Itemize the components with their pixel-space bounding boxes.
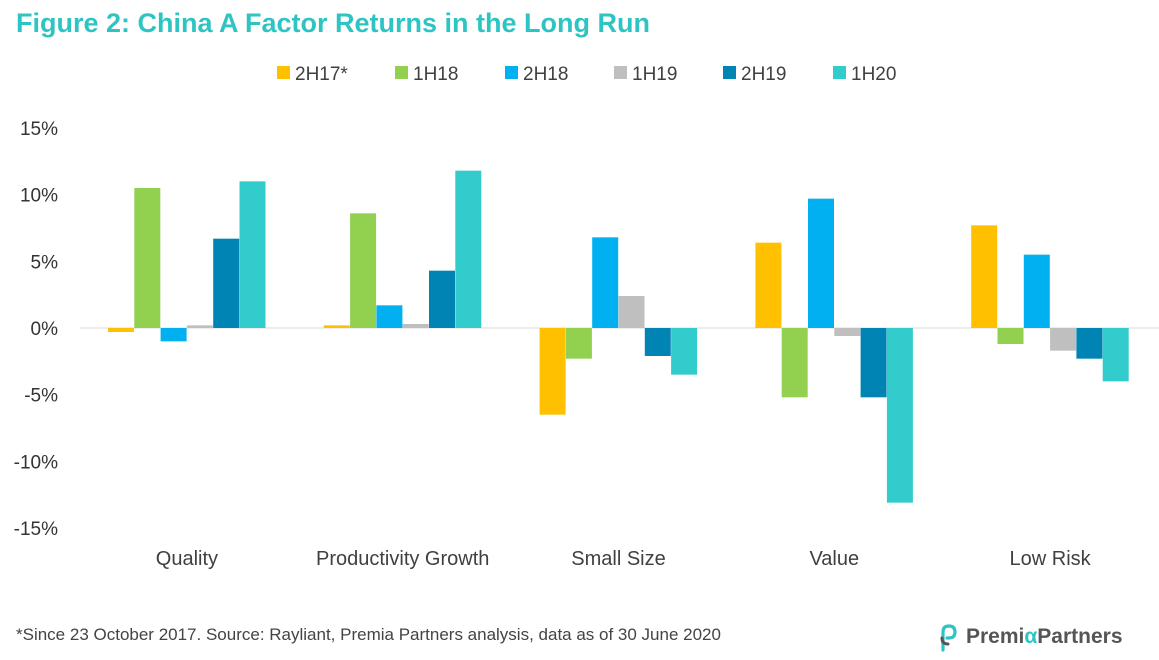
bar-1h19-4 xyxy=(1050,328,1077,351)
legend-label: 2H17* xyxy=(295,64,348,85)
legend: 2H17* 1H18 2H18 1H19 2H19 1H20 xyxy=(277,64,896,85)
category-label: Low Risk xyxy=(1010,548,1092,570)
bar-2h18-2 xyxy=(592,237,619,328)
legend-label: 2H19 xyxy=(741,64,786,85)
legend-swatch xyxy=(505,66,518,79)
y-tick-label: 5% xyxy=(31,252,59,273)
bar-1h20-2 xyxy=(671,328,698,375)
logo-mark-icon xyxy=(940,624,957,652)
bar-1h20-0 xyxy=(239,181,266,328)
bar-2h18-4 xyxy=(1023,254,1050,328)
y-tick-label: -10% xyxy=(14,452,58,473)
footnote: *Since 23 October 2017. Source: Rayliant… xyxy=(16,625,721,644)
bar-1h18-1 xyxy=(350,213,377,328)
bar-2h17-0 xyxy=(108,328,134,332)
category-label: Quality xyxy=(156,548,218,570)
bar-2h18-1 xyxy=(376,305,403,328)
bar-1h18-4 xyxy=(997,328,1024,344)
legend-swatch xyxy=(277,66,290,79)
bar-2h17-3 xyxy=(755,242,782,328)
legend-swatch xyxy=(723,66,736,79)
category-label: Small Size xyxy=(571,548,665,570)
bar-1h20-4 xyxy=(1102,328,1129,382)
legend-label: 2H18 xyxy=(523,64,568,85)
y-tick-label: 10% xyxy=(20,186,58,207)
bar-1h19-3 xyxy=(834,328,861,336)
legend-label: 1H19 xyxy=(632,64,677,85)
legend-label: 1H18 xyxy=(413,64,458,85)
bar-1h18-0 xyxy=(134,188,161,328)
y-tick-label: 0% xyxy=(31,319,59,340)
bar-2h19-2 xyxy=(644,328,671,356)
bar-1h18-2 xyxy=(565,328,592,359)
legend-label: 1H20 xyxy=(851,64,896,85)
y-tick-label: 15% xyxy=(20,119,58,140)
legend-swatch xyxy=(833,66,846,79)
category-label: Productivity Growth xyxy=(316,548,489,570)
bar-2h19-1 xyxy=(429,270,455,328)
bar-1h19-2 xyxy=(618,296,645,328)
chart-title: Figure 2: China A Factor Returns in the … xyxy=(16,8,650,38)
bar-1h20-1 xyxy=(455,170,482,328)
y-tick-label: -15% xyxy=(14,519,58,540)
x-axis: Quality Productivity Growth Small Size Valu… xyxy=(156,548,1092,570)
bar-2h18-3 xyxy=(808,198,834,328)
bar-1h19-0 xyxy=(186,325,213,328)
legend-swatch xyxy=(614,66,627,79)
bar-2h19-0 xyxy=(213,238,240,328)
bar-2h17-4 xyxy=(971,225,998,328)
bar-1h18-3 xyxy=(781,328,808,398)
bars xyxy=(108,170,1129,503)
bar-2h19-4 xyxy=(1076,328,1103,359)
bar-2h18-0 xyxy=(160,328,187,342)
premia-partners-logo: PremiαPartners xyxy=(938,620,1123,654)
logo-text: PremiαPartners xyxy=(966,625,1123,648)
y-tick-label: -5% xyxy=(24,386,58,407)
bar-1h20-3 xyxy=(886,328,913,503)
category-label: Value xyxy=(809,548,859,570)
legend-swatch xyxy=(395,66,408,79)
bar-2h17-2 xyxy=(539,328,566,415)
bar-1h19-1 xyxy=(402,324,429,328)
bar-2h19-3 xyxy=(860,328,887,398)
bar-2h17-1 xyxy=(323,325,350,328)
